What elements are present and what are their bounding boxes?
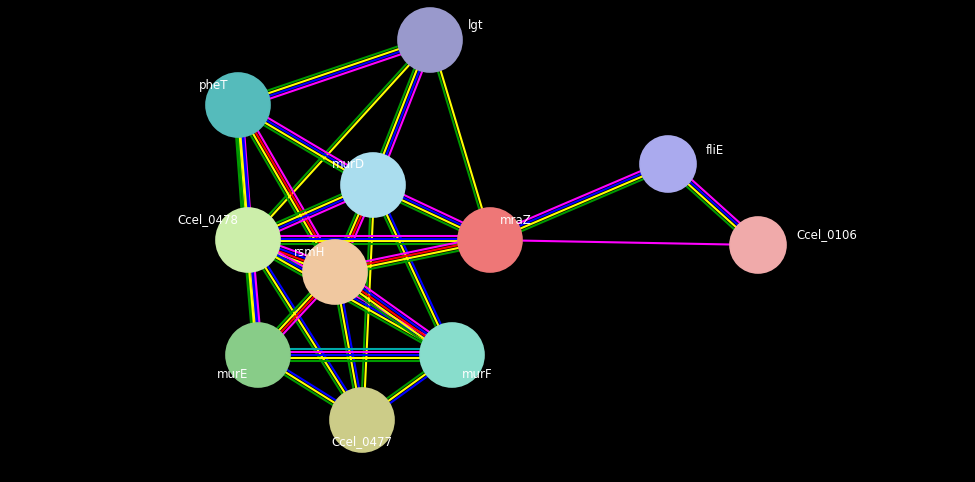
Circle shape xyxy=(398,8,462,72)
Text: murD: murD xyxy=(332,159,365,172)
Circle shape xyxy=(420,323,484,387)
Text: Ccel_0106: Ccel_0106 xyxy=(796,228,857,241)
Circle shape xyxy=(226,323,290,387)
Circle shape xyxy=(341,153,405,217)
Circle shape xyxy=(330,388,394,452)
Text: Ccel_0477: Ccel_0477 xyxy=(332,436,393,448)
Text: murF: murF xyxy=(462,369,492,381)
Text: mraZ: mraZ xyxy=(500,214,531,227)
Circle shape xyxy=(206,73,270,137)
Circle shape xyxy=(303,240,367,304)
Text: rsmH: rsmH xyxy=(293,245,325,258)
Circle shape xyxy=(216,208,280,272)
Text: lgt: lgt xyxy=(468,19,484,32)
Text: fliE: fliE xyxy=(706,144,724,157)
Text: pheT: pheT xyxy=(199,79,228,92)
Text: Ccel_0478: Ccel_0478 xyxy=(177,214,238,227)
Text: murE: murE xyxy=(216,369,248,381)
Circle shape xyxy=(640,136,696,192)
Circle shape xyxy=(458,208,522,272)
Circle shape xyxy=(730,217,786,273)
